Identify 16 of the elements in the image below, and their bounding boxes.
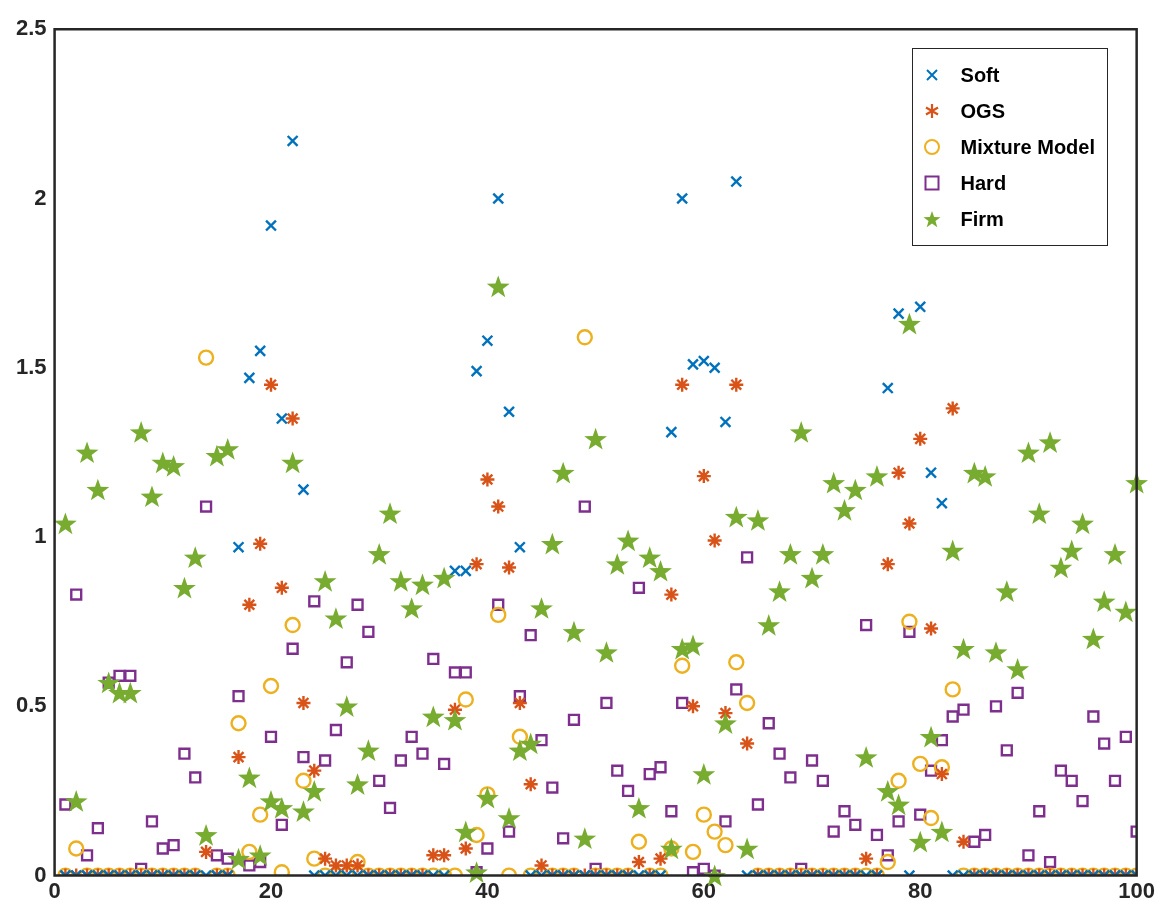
y-tick-label: 1.5: [15, 353, 47, 379]
legend-label: Hard: [960, 171, 1007, 195]
y-tick-label: 0.5: [15, 692, 47, 718]
x-tick-label: 80: [907, 877, 933, 903]
y-tick-label: 2: [34, 184, 47, 210]
y-tick-label: 0: [34, 861, 47, 887]
x-tick-label: 40: [475, 877, 500, 903]
legend-label: Mixture Model: [960, 135, 1095, 159]
legend-label: OGS: [960, 99, 1005, 123]
y-tick-label: 2.5: [15, 15, 47, 41]
x-tick-label: 60: [691, 877, 717, 903]
x-tick-label: 20: [258, 877, 284, 903]
legend-label: Firm: [960, 207, 1004, 231]
y-tick-label: 1: [34, 523, 47, 549]
x-tick-label: 100: [1118, 877, 1156, 903]
legend-label: Soft: [960, 63, 1000, 87]
